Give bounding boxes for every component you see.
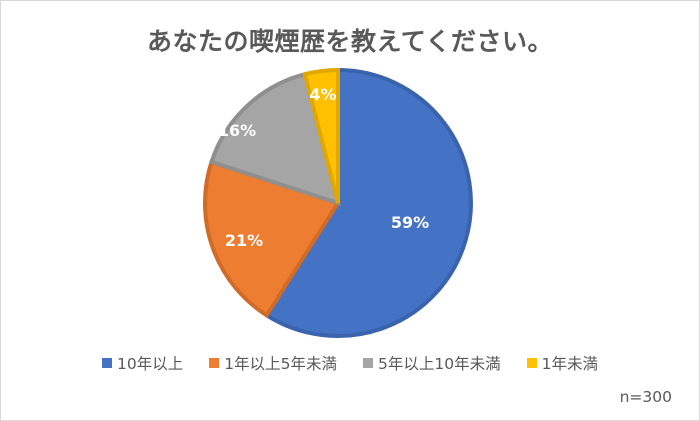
legend-swatch-blue bbox=[102, 358, 113, 368]
chart-legend: 10年以上 1年以上5年未満 5年以上10年未満 1年未満 bbox=[0, 352, 700, 374]
pie-slice-5-to-10-years[interactable] bbox=[208, 71, 341, 207]
pie-slice-less-than-1-year[interactable] bbox=[302, 67, 340, 204]
chart-title: あなたの喫煙歴を教えてください。 bbox=[146, 27, 553, 56]
legend-swatch-gray bbox=[363, 358, 373, 368]
legend-label: 1年未満 bbox=[541, 355, 598, 373]
legend-item-1-to-5-years[interactable]: 1年以上5年未満 bbox=[209, 352, 337, 374]
pie-slice-1-to-5-years[interactable] bbox=[203, 159, 342, 319]
pie-slice-10-years-or-more[interactable] bbox=[263, 67, 473, 338]
legend-item-5-to-10-years[interactable]: 5年以上10年未満 bbox=[363, 352, 501, 374]
legend-swatch-yellow bbox=[526, 358, 537, 368]
legend-item-less-than-1-year[interactable]: 1年未満 bbox=[526, 352, 598, 374]
slice-label-4: 4% bbox=[309, 85, 336, 104]
legend-label: 5年以上10年未満 bbox=[378, 355, 501, 373]
legend-label: 1年以上5年未満 bbox=[224, 355, 337, 373]
slice-label-16: 16% bbox=[218, 121, 256, 140]
legend-swatch-orange bbox=[209, 358, 220, 368]
slice-label-59: 59% bbox=[391, 213, 429, 232]
sample-size-label: n=300 bbox=[619, 388, 672, 406]
legend-label: 10年以上 bbox=[117, 355, 184, 373]
legend-item-10-years-or-more[interactable]: 10年以上 bbox=[102, 352, 183, 374]
slice-label-21: 21% bbox=[225, 231, 263, 250]
